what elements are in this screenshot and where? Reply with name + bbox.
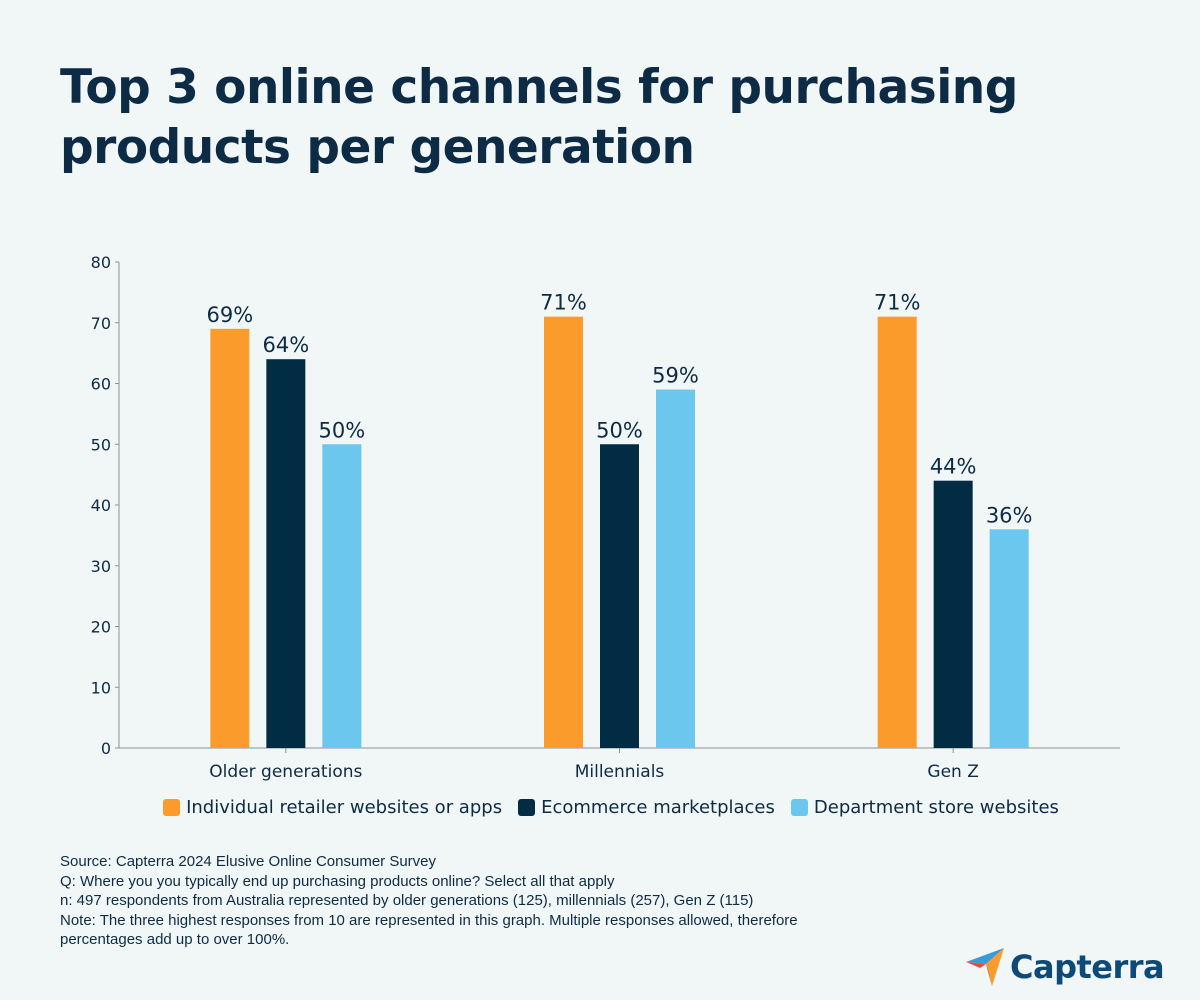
bars	[210, 316, 1029, 748]
bar-value-label: 69%	[206, 303, 253, 327]
bar	[877, 316, 917, 748]
legend-swatch	[518, 799, 536, 816]
legend-item: Department store websites	[790, 797, 1059, 818]
bar-value-label: 36%	[986, 503, 1033, 527]
y-tick-label: 30	[91, 557, 111, 576]
bar-value-label: 50%	[318, 418, 365, 442]
bar	[210, 328, 250, 748]
x-tick-label: Older generations	[209, 762, 362, 782]
bar-value-label: 59%	[652, 364, 699, 388]
legend-label: Ecommerce marketplaces	[541, 797, 775, 818]
capterra-wordmark: Capterra	[1010, 948, 1165, 986]
bar-value-label: 71%	[540, 291, 587, 315]
x-tick-label: Gen Z	[927, 762, 978, 782]
bar-value-label: 44%	[930, 455, 977, 479]
source-note: Source: Capterra 2024 Elusive Online Con…	[60, 853, 437, 870]
sample-note: n: 497 respondents from Australia repres…	[60, 892, 754, 909]
chart-legend: Individual retailer websites or apps Ecom…	[0, 797, 1200, 818]
y-tick-label: 50	[91, 435, 111, 454]
capterra-arrow-icon	[966, 948, 1004, 986]
x-tick-label: Millennials	[575, 762, 665, 782]
y-tick-label: 20	[91, 618, 111, 637]
bar	[544, 316, 583, 748]
footnotes: Source: Capterra 2024 Elusive Online Con…	[60, 852, 880, 950]
legend-item: Ecommerce marketplaces	[518, 797, 775, 818]
methodology-note: Note: The three highest responses from 1…	[60, 911, 798, 949]
y-tick-label: 0	[101, 739, 111, 758]
legend-label: Individual retailer websites or apps	[186, 797, 503, 818]
question-note: Q: Where you you typically end up purcha…	[60, 872, 615, 890]
bar-chart: 0 10 20 30 40 50 60 70 80 Older generations Mille…	[91, 253, 1120, 782]
bar	[266, 359, 306, 748]
chart-title: Top 3 online channels for purchasing pro…	[60, 60, 1018, 175]
x-axis: Older generations Millennials Gen Z	[119, 747, 1120, 782]
bar-value-label: 71%	[874, 291, 921, 315]
legend-swatch	[790, 799, 808, 816]
bar	[933, 480, 973, 748]
capterra-logo: Capterra	[966, 946, 1165, 988]
y-tick-label: 10	[91, 678, 111, 697]
y-tick-label: 60	[91, 375, 111, 394]
y-tick-label: 80	[91, 253, 111, 272]
y-tick-label: 70	[91, 314, 111, 333]
bar-value-label: 50%	[596, 418, 643, 442]
y-tick-label: 40	[91, 496, 111, 515]
legend-item: Individual retailer websites or apps	[163, 797, 502, 818]
bar	[656, 389, 695, 748]
bar	[322, 444, 362, 748]
legend-label: Department store websites	[813, 797, 1059, 818]
bar-value-label: 64%	[262, 333, 309, 357]
legend-swatch	[163, 799, 181, 816]
bar	[989, 529, 1029, 748]
bar	[600, 444, 639, 748]
bar-labels: 69% 64% 50% 71% 50% 59% 71% 44% 36%	[206, 291, 1032, 528]
y-axis: 0 10 20 30 40 50 60 70 80	[91, 253, 120, 758]
